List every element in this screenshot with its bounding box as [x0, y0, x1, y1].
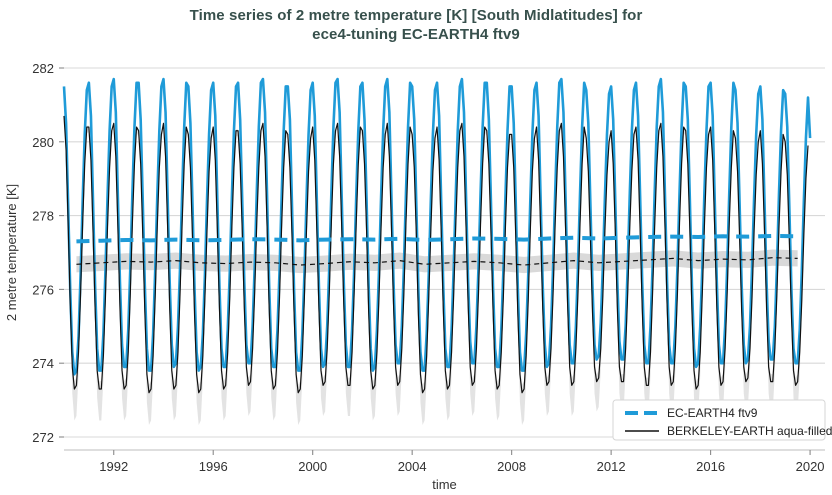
- legend-label-1[interactable]: EC-EARTH4 ftv9: [667, 406, 758, 420]
- chart-title: Time series of 2 metre temperature [K] […: [0, 6, 832, 44]
- tick-label-layer: 1992 1996 2000 2004 2008 2012 2016 2020 272 274 27…: [32, 61, 824, 474]
- y-tick-label: 280: [32, 135, 54, 150]
- x-tick-label: 1992: [99, 459, 128, 474]
- series-layer: [62, 77, 812, 394]
- series-ec-earth4-ftv9-trend: [76, 233, 798, 244]
- y-tick-label: 278: [32, 209, 54, 224]
- axes-layer: [59, 67, 825, 455]
- series-berkeley-earth-aqua-filled-trend: [76, 257, 798, 266]
- series-berkeley-earth-aqua-filled: [63, 115, 809, 394]
- x-tick-label: 2016: [696, 459, 725, 474]
- chart-title-line-2: ece4-tuning EC-EARTH4 ftv9: [312, 26, 520, 43]
- chart-title-line-1: Time series of 2 metre temperature [K] […: [189, 7, 643, 24]
- y-tick-label: 276: [32, 282, 54, 297]
- series-ec-earth4-ftv9: [62, 77, 812, 376]
- x-tick-label: 2008: [497, 459, 526, 474]
- legend-box: [612, 399, 826, 441]
- x-tick-label: 2000: [298, 459, 327, 474]
- y-axis-label: 2 metre temperature [K]: [4, 184, 19, 321]
- y-tick-label: 272: [32, 430, 54, 445]
- y-tick-label: 282: [32, 61, 54, 76]
- x-tick-label: 2020: [796, 459, 825, 474]
- x-tick-label: 2012: [597, 459, 626, 474]
- legend-label-2[interactable]: BERKELEY-EARTH aqua-filled: [667, 424, 832, 438]
- x-tick-label: 2004: [398, 459, 427, 474]
- axis-title-layer: time 2 metre temperature [K]: [4, 184, 457, 492]
- legend[interactable]: EC-EARTH4 ftv9 BERKELEY-EARTH aqua-filled: [612, 399, 832, 441]
- uncertainty-band-layer: [64, 114, 809, 426]
- x-axis-label: time: [432, 477, 457, 492]
- x-tick-label: 1996: [199, 459, 228, 474]
- y-tick-label: 274: [32, 356, 54, 371]
